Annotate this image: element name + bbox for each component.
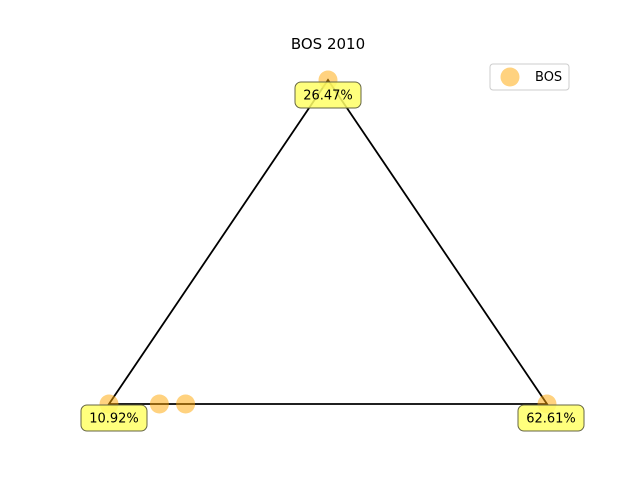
vertex-label-top: 26.47% [294,81,362,109]
vertex-label-bottom-right: 62.61% [517,404,585,432]
vertex-label-bottom-left: 10.92% [80,404,148,432]
legend-marker [500,67,520,87]
points-layer [99,70,557,414]
vertex-label-box [517,404,585,432]
vertex-label-box [294,81,362,109]
vertex-label-text: 26.47% [303,89,353,104]
data-point [176,394,196,414]
vertex-labels: 26.47% 62.61% 10.92% [80,81,585,432]
vertex-label-box [80,404,148,432]
legend: BOS [489,63,570,91]
vertex-label-text: 10.92% [89,412,139,427]
chart-title: BOS 2010 [291,35,365,53]
data-point [149,394,169,414]
legend-label: BOS [535,70,562,85]
triangle-outline [107,78,549,405]
vertex-label-text: 62.61% [526,412,576,427]
